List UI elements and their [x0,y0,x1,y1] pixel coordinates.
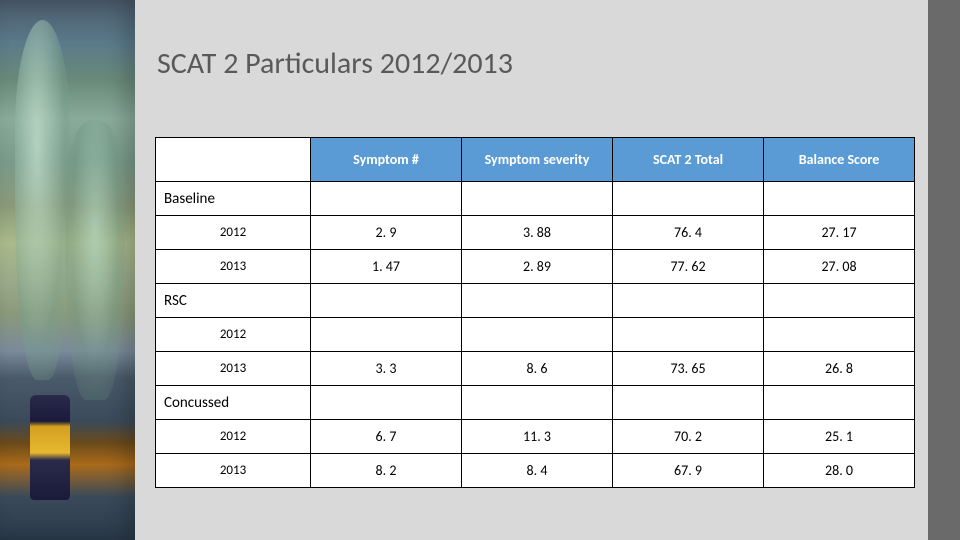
header-blank [156,138,311,182]
year-cell: 2012 [156,216,311,250]
empty-cell [764,386,915,420]
section-label: RSC [156,284,311,318]
empty-cell [764,182,915,216]
value-cell: 2. 89 [462,250,613,284]
table-row: 20122. 93. 8876. 427. 17 [156,216,915,250]
year-cell: 2013 [156,454,311,488]
value-cell: 67. 9 [613,454,764,488]
year-cell: 2012 [156,318,311,352]
empty-cell [613,182,764,216]
decorative-photo-sidebar [0,0,135,540]
value-cell [613,318,764,352]
value-cell: 25. 1 [764,420,915,454]
slide-title: SCAT 2 Particulars 2012/2013 [157,45,928,82]
value-cell: 11. 3 [462,420,613,454]
value-cell: 2. 9 [311,216,462,250]
value-cell: 27. 08 [764,250,915,284]
header-symptom-num: Symptom # [311,138,462,182]
value-cell: 28. 0 [764,454,915,488]
value-cell [462,318,613,352]
header-balance-score: Balance Score [764,138,915,182]
section-label: Baseline [156,182,311,216]
value-cell: 73. 65 [613,352,764,386]
empty-cell [462,182,613,216]
empty-cell [311,284,462,318]
value-cell: 26. 8 [764,352,915,386]
table-row: 20138. 28. 467. 928. 0 [156,454,915,488]
value-cell: 77. 62 [613,250,764,284]
value-cell: 6. 7 [311,420,462,454]
slide-content: SCAT 2 Particulars 2012/2013 Symptom # S… [155,0,928,540]
right-accent-bar [928,0,960,540]
value-cell: 8. 4 [462,454,613,488]
empty-cell [462,284,613,318]
year-cell: 2013 [156,352,311,386]
table-row: 20126. 711. 370. 225. 1 [156,420,915,454]
empty-cell [613,386,764,420]
value-cell: 8. 2 [311,454,462,488]
year-cell: 2013 [156,250,311,284]
header-scat2-total: SCAT 2 Total [613,138,764,182]
value-cell [764,318,915,352]
empty-cell [764,284,915,318]
value-cell: 1. 47 [311,250,462,284]
header-symptom-severity: Symptom severity [462,138,613,182]
table-header-row: Symptom # Symptom severity SCAT 2 Total … [156,138,915,182]
value-cell [311,318,462,352]
table-section-row: RSC [156,284,915,318]
table-section-row: Concussed [156,386,915,420]
section-label: Concussed [156,386,311,420]
table-row: 20133. 38. 673. 6526. 8 [156,352,915,386]
value-cell: 70. 2 [613,420,764,454]
value-cell: 3. 88 [462,216,613,250]
table-section-row: Baseline [156,182,915,216]
empty-cell [462,386,613,420]
value-cell: 27. 17 [764,216,915,250]
scat2-table: Symptom # Symptom severity SCAT 2 Total … [155,137,915,488]
decorative-bottle [30,395,70,500]
value-cell: 8. 6 [462,352,613,386]
value-cell: 3. 3 [311,352,462,386]
table-row: 20131. 472. 8977. 6227. 08 [156,250,915,284]
table-row: 2012 [156,318,915,352]
empty-cell [613,284,764,318]
value-cell: 76. 4 [613,216,764,250]
year-cell: 2012 [156,420,311,454]
empty-cell [311,386,462,420]
empty-cell [311,182,462,216]
